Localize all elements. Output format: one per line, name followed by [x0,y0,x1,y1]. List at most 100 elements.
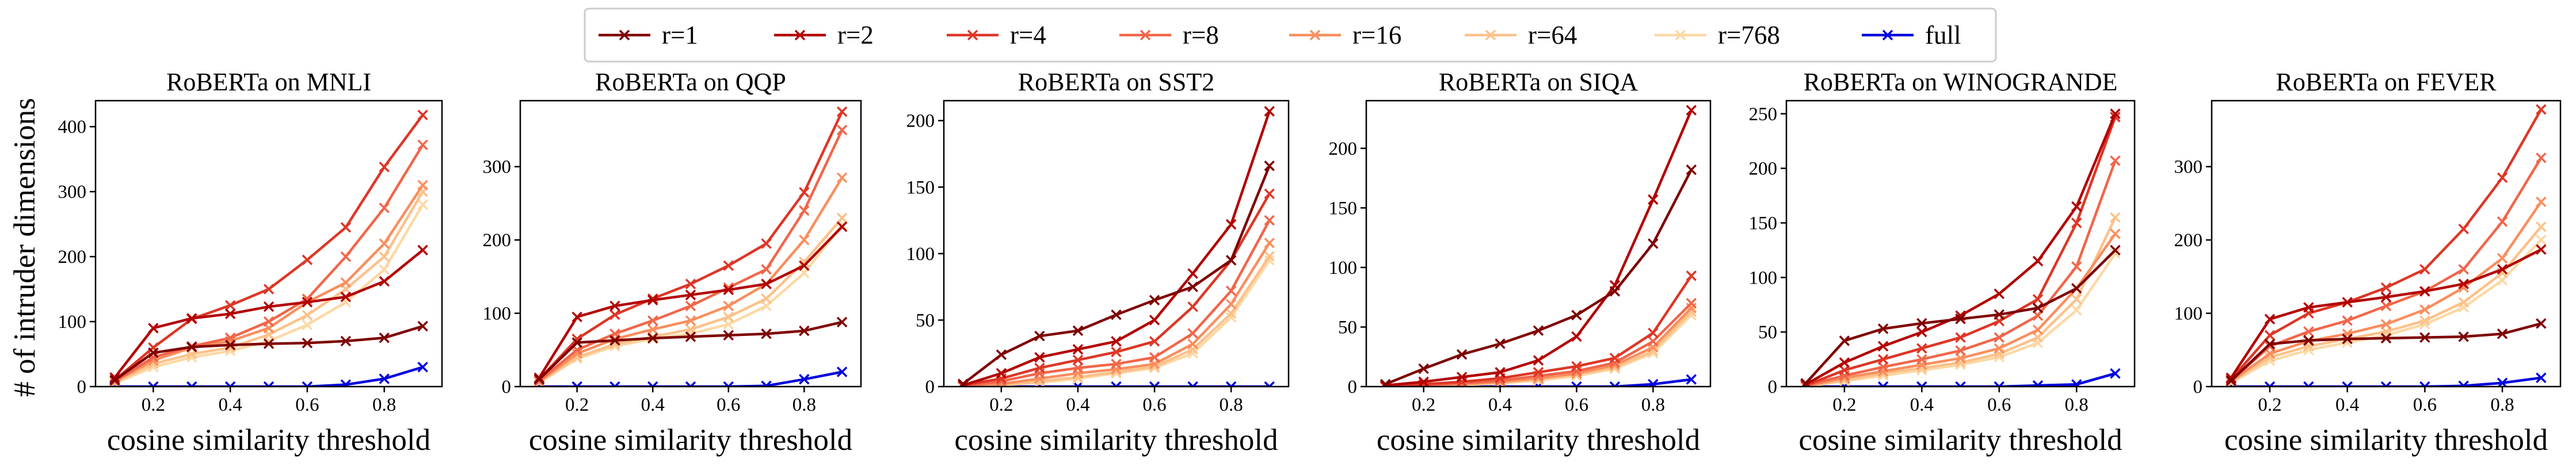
data-point-r-2 [379,276,390,287]
data-point-r-64 [1686,306,1697,317]
data-point-r-1 [996,349,1007,360]
data-point-r-16 [379,238,390,249]
data-point-r-4 [685,278,696,289]
data-point-r-2 [109,372,120,383]
data-point-r-2 [2071,201,2082,212]
data-point-full [148,381,159,387]
legend-entry-r-768: r=768 [1655,21,1780,49]
axes-frame [94,100,443,388]
y-tick-label: 0 [1348,377,1358,398]
data-point-r-768 [1264,255,1275,266]
x-tick-label: 0.8 [1220,395,1243,415]
data-point-full [417,361,428,373]
data-point-r-4 [1264,188,1275,200]
data-point-r-16 [1264,238,1275,249]
legend-label-r-2: r=2 [837,21,874,49]
data-point-r-2 [685,289,696,300]
series-line-full [2231,376,2541,387]
data-point-full [2380,381,2392,387]
data-point-r-64 [2071,294,2082,305]
data-point-r-8 [1994,332,2005,343]
data-point-r-1 [2226,375,2236,387]
data-point-r-4 [340,222,352,233]
subplot-roberta-on-qqp: RoBERTa on QQP 0.2 0.4 0.6 0.8 0 100 200 300 cosi… [483,68,862,457]
data-point-full [302,381,313,387]
data-point-r-1 [2071,283,2082,294]
data-point-r-2 [1571,331,1582,342]
data-point-r-8 [836,124,848,136]
legend-marker-r-768 [1675,29,1686,41]
y-tick-label: 300 [2174,157,2203,178]
data-point-r-2 [2264,314,2276,324]
data-point-r-1 [224,339,236,350]
data-point-r-2 [836,221,848,232]
data-point-r-4 [1111,346,1122,358]
legend-entry-r-2: r=2 [774,21,874,49]
legend-entry-r-16: r=16 [1289,21,1401,49]
y-tick-label: 250 [1749,104,1778,125]
data-point-r-2 [148,323,159,334]
x-tick-label: 0.6 [1987,395,2011,415]
data-point-full [1955,381,1966,387]
data-point-r-1 [647,333,658,344]
y-tick-label: 200 [906,111,935,132]
x-axis-label: cosine similarity threshold [954,423,1278,457]
data-point-r-4 [2497,172,2508,184]
data-point-r-2 [799,260,810,271]
series-r-2 [109,244,428,383]
data-point-r-64 [723,311,734,323]
data-point-r-64 [2419,315,2430,326]
data-point-full [340,379,352,387]
data-point-r-1 [2110,244,2121,256]
y-tick-label: 50 [1758,322,1777,343]
data-point-r-8 [2303,326,2314,337]
x-tick-label: 0.8 [1641,395,1665,415]
data-point-r-2 [1456,372,1468,383]
data-point-full [2303,381,2314,387]
data-point-r-2 [263,301,275,312]
data-point-r-8 [761,263,772,275]
x-tick-label: 0.6 [717,395,740,415]
data-point-r-8 [1686,297,1697,309]
data-point-r-2 [1994,288,2005,299]
legend-entry-r-8: r=8 [1119,21,1219,49]
y-tick-label: 200 [2174,230,2203,251]
data-point-r-2 [2380,292,2392,303]
legend-marker-r-2 [794,29,806,41]
data-point-full [1609,381,1621,387]
data-point-r-4 [417,109,428,121]
data-point-full [609,381,620,387]
data-point-r-16 [2497,253,2508,264]
x-tick-label: 0.6 [1565,395,1588,415]
series-r-8 [1800,155,2121,387]
x-axis-label: cosine similarity threshold [107,423,430,457]
series-r-1 [534,316,848,385]
legend-entry-full: full [1862,21,1961,49]
data-point-r-1 [379,333,390,343]
subplot-title: RoBERTa on QQP [595,68,786,96]
data-point-r-8 [2071,261,2082,272]
data-point-r-4 [263,284,275,295]
subplot-title: RoBERTa on WINOGRANDE [1804,68,2118,96]
data-point-r-2 [2458,278,2469,289]
data-point-r-2 [2342,297,2353,308]
data-point-r-1 [685,331,696,342]
data-point-r-2 [1686,105,1697,116]
x-axis-label: cosine similarity threshold [2224,423,2548,457]
y-tick-label: 200 [1749,159,1778,179]
subplot-roberta-on-winogrande: RoBERTa on WINOGRANDE 0.2 0.4 0.6 0.8 0 50 100 1… [1749,68,2136,457]
data-point-r-64 [1264,251,1275,262]
data-point-full [2458,380,2469,387]
data-point-r-2 [647,295,658,305]
data-point-r-768 [2071,304,2082,316]
data-point-r-2 [1648,194,1659,205]
data-point-r-64 [2264,351,2276,363]
data-point-r-8 [2342,315,2353,326]
legend-label-r-4: r=4 [1010,21,1046,49]
data-point-r-4 [1839,365,1850,376]
data-point-r-1 [109,375,120,385]
y-tick-label: 0 [1768,377,1778,398]
data-point-full [2264,381,2276,387]
data-point-r-8 [1916,354,1927,365]
y-tick-label: 50 [916,310,935,331]
